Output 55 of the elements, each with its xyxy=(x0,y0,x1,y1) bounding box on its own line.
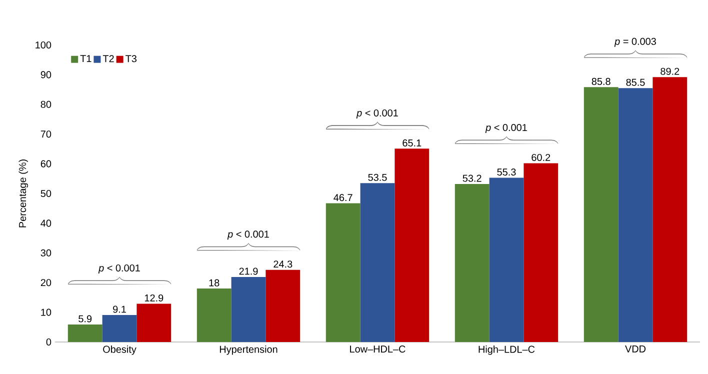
x-tick-label: Low–HDL–C xyxy=(350,346,406,353)
bar xyxy=(68,324,102,342)
bar xyxy=(102,314,137,342)
bar xyxy=(231,276,266,342)
y-tick-label: 80 xyxy=(40,100,52,108)
annotation: p < 0.001 xyxy=(356,109,398,118)
bar xyxy=(326,203,360,342)
y-tick-label: 60 xyxy=(40,160,52,168)
bar xyxy=(266,270,300,342)
data-label: 5.9 xyxy=(78,315,92,322)
bar xyxy=(454,184,490,342)
bar xyxy=(136,304,172,342)
x-tick-label: Obesity xyxy=(103,346,136,355)
legend-label: T1 xyxy=(80,55,92,62)
bar xyxy=(360,183,395,342)
annotation: p = 0.003 xyxy=(614,38,656,47)
x-tick-label: VDD xyxy=(625,346,646,352)
bar xyxy=(394,148,430,342)
y-tick-label: 100 xyxy=(36,41,52,49)
bar xyxy=(584,87,618,342)
data-label: 89.2 xyxy=(660,68,680,75)
bar xyxy=(524,163,558,342)
y-axis-title: Percentage (%) xyxy=(18,160,28,228)
legend-label: T2 xyxy=(102,55,114,62)
data-label: 85.8 xyxy=(592,78,610,85)
legend-label: T3 xyxy=(126,55,137,62)
y-tick-label: 40 xyxy=(40,220,52,227)
annotation: p < 0.001 xyxy=(98,264,140,274)
data-label: 60.2 xyxy=(532,154,550,162)
data-label: 53.2 xyxy=(462,174,482,182)
data-label: 18 xyxy=(209,279,220,286)
y-tick-label: 30 xyxy=(40,249,52,256)
bar xyxy=(618,88,653,342)
y-tick-label: 90 xyxy=(40,71,52,78)
annotation: p < 0.001 xyxy=(227,230,269,240)
y-tick-label: 0 xyxy=(46,338,52,346)
bar xyxy=(489,178,524,342)
bar xyxy=(196,288,232,342)
data-label: 46.7 xyxy=(334,194,352,202)
data-label: 55.3 xyxy=(497,168,516,176)
y-tick-label: 10 xyxy=(41,308,52,316)
y-tick-label: 50 xyxy=(40,190,52,198)
bar xyxy=(652,77,688,342)
data-label: 85.5 xyxy=(626,78,645,86)
y-tick-label: 70 xyxy=(40,130,52,138)
x-tick-label: Hypertension xyxy=(220,346,278,355)
data-label: 9.1 xyxy=(113,306,126,313)
data-label: 24.3 xyxy=(274,260,292,268)
data-label: 21.9 xyxy=(239,268,258,275)
x-tick-label: High–LDL–C xyxy=(478,346,535,355)
data-label: 12.9 xyxy=(144,294,164,302)
data-label: 65.1 xyxy=(402,139,422,146)
annotation: p < 0.001 xyxy=(485,124,527,134)
data-label: 53.5 xyxy=(368,174,387,181)
y-tick-label: 20 xyxy=(40,279,52,286)
